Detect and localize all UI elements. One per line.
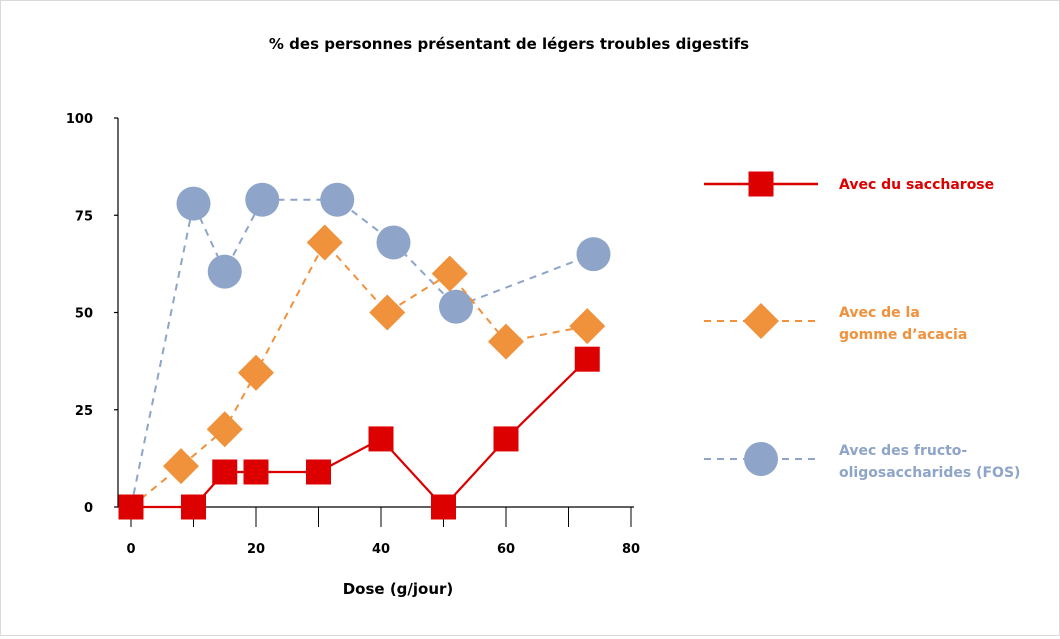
data-point xyxy=(212,459,238,485)
data-point xyxy=(206,411,243,448)
data-point xyxy=(306,224,343,261)
data-point xyxy=(163,448,199,485)
data-point xyxy=(207,254,242,289)
chart-title: % des personnes présentant de légers tro… xyxy=(269,35,749,53)
data-point xyxy=(431,494,456,520)
series-line xyxy=(131,358,589,509)
data-point xyxy=(569,308,606,345)
data-point xyxy=(488,323,524,360)
series-layer xyxy=(118,182,611,520)
data-point xyxy=(431,255,468,292)
y-tick-label: 50 xyxy=(75,307,93,322)
legend-label: Avec de la xyxy=(839,305,920,321)
data-point xyxy=(238,354,274,391)
data-point xyxy=(306,459,331,485)
x-tick-label: 0 xyxy=(126,542,135,557)
data-point xyxy=(439,289,473,324)
series-line xyxy=(130,198,594,508)
data-point xyxy=(243,459,269,485)
axes: 0 25 50 75 100 0 20 40 60 80 xyxy=(66,112,640,557)
data-point xyxy=(369,294,406,331)
data-point xyxy=(376,225,411,260)
data-point xyxy=(176,186,211,221)
legend-item: Avec du saccharose xyxy=(704,171,994,197)
x-tick-label: 80 xyxy=(622,542,640,557)
data-point xyxy=(118,494,144,520)
series-diamond xyxy=(130,224,606,508)
legend-marker xyxy=(743,303,779,339)
legend-label: gomme d’acacia xyxy=(839,327,967,343)
data-point xyxy=(245,182,280,217)
legend-item: Avec des fructo-oligosaccharides (FOS) xyxy=(704,442,1020,481)
legend-label: Avec des fructo- xyxy=(839,443,967,459)
x-tick-label: 40 xyxy=(372,542,390,557)
y-tick-label: 0 xyxy=(84,501,93,516)
x-axis-label: Dose (g/jour) xyxy=(343,580,454,598)
legend-label: oligosaccharides (FOS) xyxy=(839,465,1020,481)
data-point xyxy=(320,182,355,217)
data-point xyxy=(181,494,206,520)
legend: Avec du saccharose Avec de la gomme d’acac… xyxy=(704,171,1020,481)
y-tick-label: 25 xyxy=(75,404,93,419)
series-circle xyxy=(130,182,611,508)
data-point xyxy=(368,426,394,452)
data-point xyxy=(574,346,600,372)
legend-marker xyxy=(744,442,778,476)
x-tick-label: 60 xyxy=(497,542,515,557)
legend-marker xyxy=(748,171,774,197)
x-tick-label: 20 xyxy=(247,542,265,557)
legend-label: Avec du saccharose xyxy=(839,177,994,193)
series-square xyxy=(118,346,600,520)
data-point xyxy=(493,426,519,452)
y-tick-label: 75 xyxy=(75,209,93,224)
y-tick-label: 100 xyxy=(66,112,93,127)
series-line xyxy=(130,240,588,508)
data-point xyxy=(576,237,611,272)
legend-item: Avec de la gomme d’acacia xyxy=(704,303,967,343)
